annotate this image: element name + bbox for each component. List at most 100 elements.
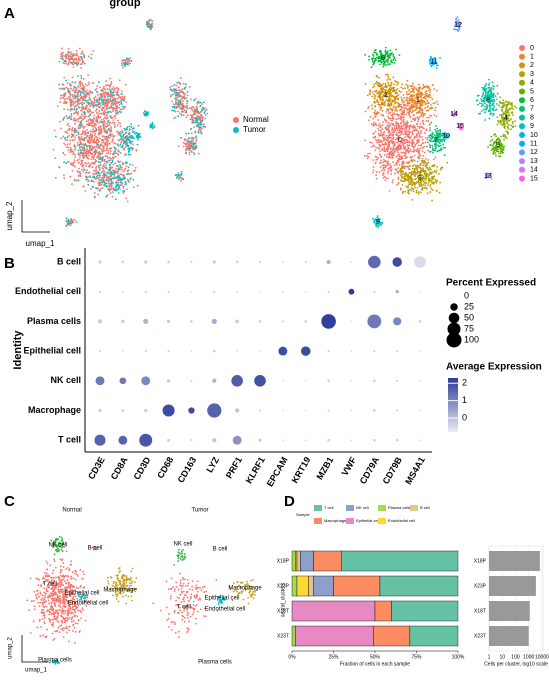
- umap-point: [92, 81, 95, 84]
- umap-point: [204, 125, 207, 128]
- umap-point: [384, 64, 386, 66]
- umap-point: [177, 99, 180, 101]
- umap-point: [92, 124, 95, 127]
- umap-point: [429, 136, 431, 139]
- umap-point: [409, 110, 412, 112]
- umap-point: [427, 175, 429, 178]
- umap-point: [89, 176, 92, 178]
- umap-point: [411, 133, 414, 135]
- umap-point: [97, 140, 100, 143]
- umap-point: [65, 162, 68, 165]
- umap-point: [419, 191, 422, 194]
- umap-point: [384, 165, 387, 168]
- umap-point: [185, 132, 188, 135]
- umap-point: [394, 59, 397, 62]
- umap-point: [419, 122, 422, 125]
- umap-point: [406, 97, 409, 100]
- umap-point: [507, 100, 510, 103]
- umap-point: [400, 100, 403, 103]
- umap-point: [425, 90, 428, 93]
- umap-point: [62, 94, 65, 97]
- umap-point: [75, 108, 78, 110]
- umap-point: [398, 170, 401, 173]
- umap-point: [415, 166, 418, 168]
- umap-point: [422, 155, 425, 157]
- umap-point: [394, 172, 396, 175]
- umap-point: [410, 104, 413, 107]
- umap-point: [144, 112, 147, 115]
- umap-point: [434, 149, 437, 152]
- umap-point: [182, 141, 185, 144]
- umap-point: [424, 112, 426, 115]
- umap-point: [396, 87, 399, 90]
- umap-point: [386, 164, 389, 167]
- umap-point: [194, 97, 197, 100]
- umap-point: [380, 159, 382, 162]
- umap-point: [97, 142, 99, 144]
- umap-point: [184, 86, 187, 89]
- umap-point: [409, 107, 411, 110]
- umap-point: [87, 55, 90, 58]
- umap-point: [112, 89, 115, 92]
- umap-point: [94, 130, 96, 132]
- umap-point: [363, 154, 366, 157]
- umap-point: [104, 95, 106, 98]
- umap-point: [500, 102, 503, 104]
- umap-point: [484, 105, 486, 108]
- umap-point: [427, 89, 430, 92]
- umap-point: [426, 136, 429, 139]
- umap-point: [501, 145, 504, 148]
- umap-point: [490, 104, 493, 107]
- umap-point: [171, 109, 173, 112]
- umap-point: [124, 59, 127, 62]
- umap-point: [98, 101, 101, 104]
- umap-point: [505, 103, 508, 106]
- umap-point: [98, 133, 101, 136]
- umap-point: [421, 167, 424, 170]
- umap-point: [367, 152, 370, 155]
- umap-point: [408, 176, 411, 178]
- umap-point: [80, 82, 83, 84]
- umap-point: [77, 60, 80, 63]
- umap-point: [101, 156, 104, 159]
- umap-point: [70, 222, 73, 225]
- umap-point: [77, 161, 80, 164]
- umap-point: [502, 135, 505, 138]
- umap-point: [422, 175, 425, 178]
- umap-point: [66, 82, 69, 85]
- umap-point: [87, 157, 90, 160]
- umap-point: [81, 147, 84, 149]
- umap-point: [126, 137, 129, 140]
- umap-point: [71, 88, 73, 91]
- umap-point: [410, 187, 413, 189]
- umap-point: [398, 155, 401, 158]
- umap-point: [487, 86, 490, 89]
- umap-point: [147, 112, 150, 115]
- umap-point: [402, 170, 405, 173]
- umap-point: [111, 96, 113, 98]
- umap-point: [424, 171, 426, 174]
- umap-point: [432, 158, 435, 161]
- umap-point: [121, 108, 124, 111]
- umap-point: [424, 162, 427, 164]
- umap-point: [411, 159, 414, 162]
- umap-point: [422, 87, 424, 90]
- umap-point: [415, 178, 417, 180]
- umap-point: [375, 82, 377, 85]
- umap-point: [386, 136, 389, 139]
- umap-point: [74, 136, 77, 139]
- umap-point: [172, 88, 175, 91]
- umap-point: [403, 100, 406, 103]
- umap-point: [177, 115, 180, 117]
- umap-point: [395, 101, 398, 104]
- umap-point: [377, 119, 380, 121]
- umap-point: [415, 105, 417, 108]
- umap-point: [98, 131, 101, 134]
- umap-point: [105, 139, 107, 142]
- panel-label: C: [4, 493, 15, 510]
- umap-point: [204, 107, 207, 110]
- umap-point: [402, 87, 404, 90]
- umap-point: [119, 160, 122, 163]
- umap-point: [183, 87, 186, 90]
- umap-point: [95, 141, 98, 143]
